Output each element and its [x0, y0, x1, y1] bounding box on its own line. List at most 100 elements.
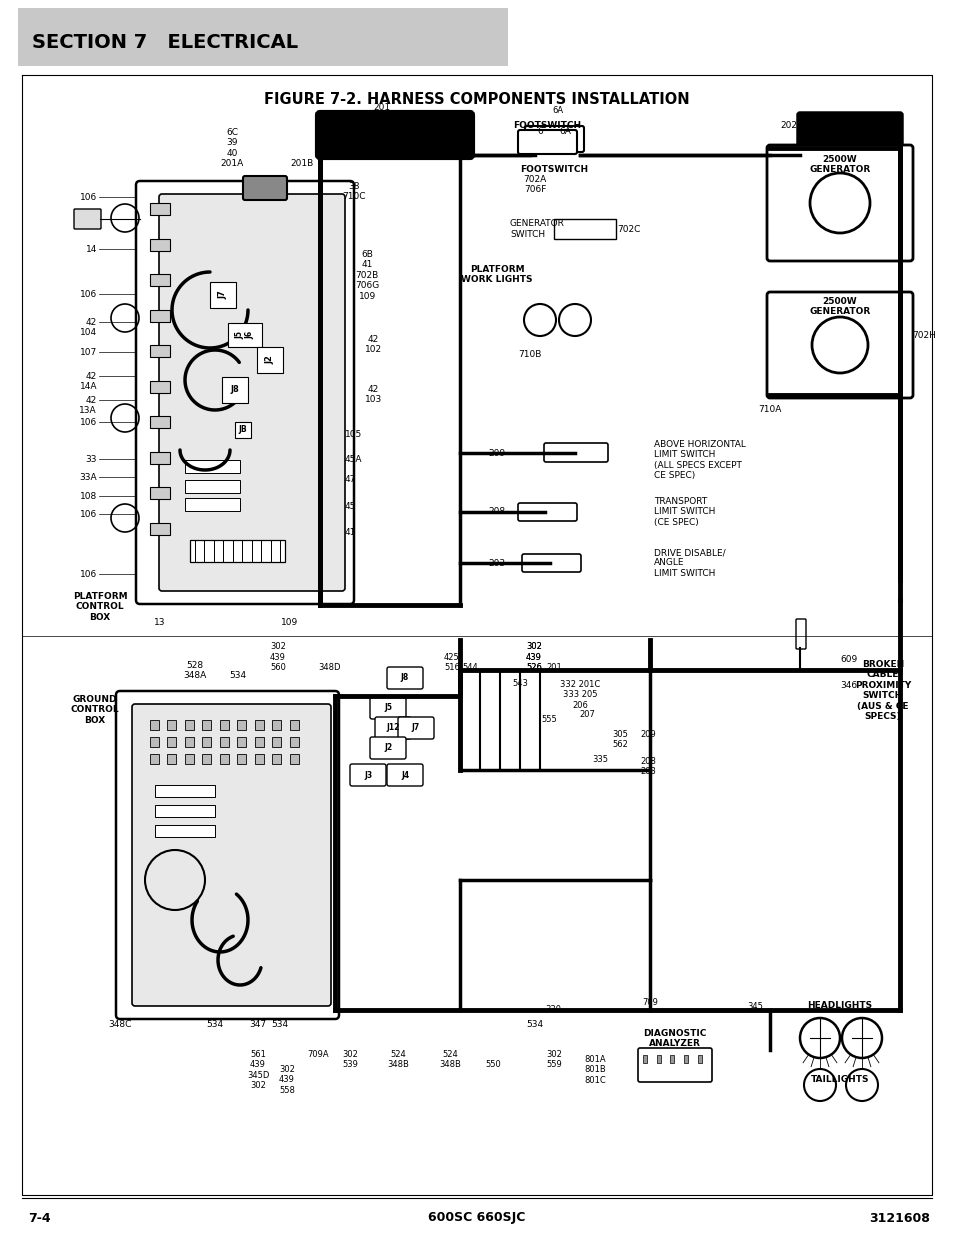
Bar [168, 720, 176, 730]
Bar [150, 720, 159, 730]
Bar [150, 452, 170, 464]
FancyBboxPatch shape [132, 704, 331, 1007]
Text: 543: 543 [512, 679, 527, 688]
Text: BROKEN
CABLE
PROXIMITY
SWITCH
(AUS & CE
SPECS): BROKEN CABLE PROXIMITY SWITCH (AUS & CE … [854, 659, 910, 721]
Text: 6B
41
702B
706G
109: 6B 41 702B 706G 109 [355, 249, 379, 300]
Bar [150, 346, 170, 357]
Bar [154, 825, 214, 837]
Bar [290, 755, 298, 764]
Text: J12: J12 [386, 724, 399, 732]
FancyBboxPatch shape [797, 112, 901, 152]
Bar [237, 755, 246, 764]
Text: FIGURE 7-2. HARNESS COMPONENTS INSTALLATION: FIGURE 7-2. HARNESS COMPONENTS INSTALLAT… [264, 93, 689, 107]
Text: GROUND
CONTROL
BOX: GROUND CONTROL BOX [71, 695, 119, 725]
Text: 201: 201 [373, 103, 390, 112]
Text: 38
710C: 38 710C [341, 182, 365, 201]
Text: 302
559: 302 559 [545, 1050, 561, 1070]
Text: SECTION 7   ELECTRICAL: SECTION 7 ELECTRICAL [32, 33, 297, 53]
Bar [154, 785, 214, 797]
Text: 6A: 6A [558, 127, 570, 137]
Text: 534: 534 [526, 1020, 543, 1029]
Text: 302
439
526: 302 439 526 [525, 642, 541, 672]
Text: J5
J6: J5 J6 [235, 331, 254, 340]
Text: J8: J8 [400, 673, 409, 683]
Bar [150, 522, 170, 535]
Text: 13: 13 [154, 618, 166, 627]
FancyBboxPatch shape [554, 219, 616, 240]
Bar [220, 720, 229, 730]
Text: FOOTSWITCH: FOOTSWITCH [513, 121, 580, 130]
Text: 42
14A: 42 14A [79, 372, 97, 391]
Bar [150, 380, 170, 393]
FancyBboxPatch shape [243, 177, 287, 200]
Bar [202, 737, 212, 747]
Bar [683, 1055, 687, 1063]
Bar [202, 755, 212, 764]
Text: 106: 106 [80, 571, 97, 579]
Text: 302
439
526: 302 439 526 [525, 642, 541, 672]
Bar [150, 755, 159, 764]
Text: 6: 6 [537, 127, 542, 137]
Bar [670, 1055, 674, 1063]
Bar [190, 540, 285, 562]
Text: 107: 107 [80, 348, 97, 357]
Text: 702C: 702C [617, 225, 639, 233]
Bar [290, 737, 298, 747]
Text: 702A
706F: 702A 706F [523, 175, 546, 194]
Bar [150, 488, 170, 499]
Text: 6C
39
40
201A: 6C 39 40 201A [220, 127, 243, 168]
Bar [185, 480, 240, 493]
Text: 208: 208 [487, 508, 504, 516]
FancyBboxPatch shape [517, 130, 577, 154]
Text: TRANSPORT
LIMIT SWITCH
(CE SPEC): TRANSPORT LIMIT SWITCH (CE SPEC) [654, 496, 715, 527]
FancyBboxPatch shape [136, 182, 354, 604]
FancyBboxPatch shape [74, 209, 101, 228]
FancyBboxPatch shape [397, 718, 434, 739]
Text: 335: 335 [592, 755, 607, 764]
Text: 330: 330 [544, 1005, 560, 1014]
Text: 33: 33 [86, 454, 97, 464]
Text: 42
13A: 42 13A [79, 396, 97, 415]
Text: 332 201C
333 205
206: 332 201C 333 205 206 [559, 680, 599, 710]
Text: DIAGNOSTIC
ANALYZER: DIAGNOSTIC ANALYZER [642, 1029, 706, 1049]
Text: 710B: 710B [517, 350, 541, 359]
Text: 528
348A: 528 348A [183, 661, 207, 680]
Bar [18, 7, 507, 65]
Text: J3: J3 [363, 771, 372, 779]
Text: 105: 105 [345, 430, 362, 438]
Text: 203: 203 [487, 558, 504, 568]
Bar [185, 498, 240, 511]
Text: 302
439
558: 302 439 558 [279, 1065, 294, 1094]
Text: 33A: 33A [79, 473, 97, 482]
Text: 524
348B: 524 348B [387, 1050, 409, 1070]
Text: J7: J7 [412, 724, 419, 732]
FancyBboxPatch shape [766, 144, 912, 261]
Text: 555: 555 [540, 715, 557, 724]
FancyBboxPatch shape [517, 503, 577, 521]
Bar [150, 737, 159, 747]
Text: FOOTSWITCH: FOOTSWITCH [519, 165, 587, 174]
Bar [254, 737, 264, 747]
Text: 550: 550 [485, 1060, 500, 1070]
FancyBboxPatch shape [370, 737, 406, 760]
FancyBboxPatch shape [638, 1049, 711, 1082]
Text: 108: 108 [80, 492, 97, 501]
FancyBboxPatch shape [370, 697, 406, 719]
Text: HEADLIGHTS: HEADLIGHTS [806, 1002, 872, 1010]
Text: 14: 14 [86, 245, 97, 254]
Text: 302
539: 302 539 [342, 1050, 357, 1070]
Text: 202: 202 [780, 121, 796, 130]
Bar [642, 1055, 646, 1063]
Text: DRIVE DISABLE/
ANGLE
LIMIT SWITCH: DRIVE DISABLE/ ANGLE LIMIT SWITCH [654, 548, 725, 578]
FancyBboxPatch shape [521, 555, 580, 572]
FancyBboxPatch shape [387, 667, 422, 689]
Text: 801A
801B
801C: 801A 801B 801C [583, 1055, 605, 1084]
FancyBboxPatch shape [524, 126, 583, 152]
Text: J4: J4 [400, 771, 409, 779]
Text: J5: J5 [384, 704, 392, 713]
FancyBboxPatch shape [795, 619, 805, 650]
Bar [185, 737, 193, 747]
Text: J8: J8 [231, 385, 239, 394]
Text: 348C: 348C [109, 1020, 132, 1029]
Text: 47: 47 [345, 475, 356, 484]
